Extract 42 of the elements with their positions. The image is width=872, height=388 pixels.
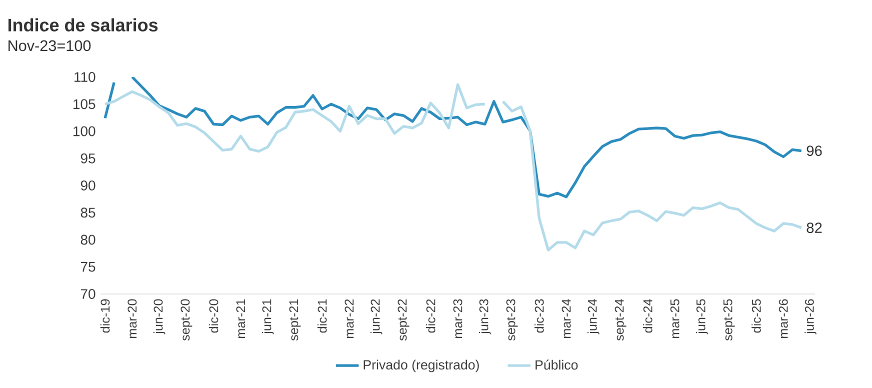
x-tick-label: mar-20 xyxy=(128,299,137,338)
x-tick-label: mar-22 xyxy=(344,299,354,338)
y-tick-label: 75 xyxy=(80,262,96,272)
x-tick-label: mar-24 xyxy=(562,299,571,338)
y-tick-label: 70 xyxy=(80,289,96,299)
x-tick-label: jun-20 xyxy=(153,299,166,334)
x-tick-label: dic-19 xyxy=(100,299,110,333)
x-tick-label: jun-21 xyxy=(262,299,274,334)
legend-label: Privado (registrado) xyxy=(364,360,479,372)
x-tick-label: dic-24 xyxy=(643,299,652,333)
x-tick-label: sept-22 xyxy=(398,299,410,341)
y-tick-label: 110 xyxy=(74,72,96,82)
x-tick-label: jun-24 xyxy=(588,299,600,334)
y-tick-label: 90 xyxy=(80,180,96,190)
y-tick-label: 95 xyxy=(80,153,96,164)
x-tick-label: sept-20 xyxy=(180,299,192,341)
x-tick-label: jun-25 xyxy=(696,299,708,334)
chart-title: Indice de salarios xyxy=(8,18,158,32)
x-tick-label: sept-21 xyxy=(289,299,301,341)
x-tick-label: dic-20 xyxy=(208,299,218,333)
x-tick-label: dic-25 xyxy=(752,299,761,333)
x-tick-label: mar-25 xyxy=(670,299,680,338)
x-tick-label: dic-22 xyxy=(426,299,436,333)
x-tick-label: jun-23 xyxy=(478,299,491,334)
y-tick-label: 100 xyxy=(74,126,96,136)
data-label: 82 xyxy=(806,222,822,233)
data-label: 96 xyxy=(806,146,822,156)
x-tick-label: sept-23 xyxy=(506,299,518,341)
y-tick-label: 85 xyxy=(80,208,96,218)
legend-label: Público xyxy=(536,360,578,370)
x-tick-label: sept-25 xyxy=(723,299,735,341)
x-tick-label: jun-22 xyxy=(370,299,382,334)
x-tick-label: dic-21 xyxy=(317,299,327,333)
x-tick-label: dic-23 xyxy=(534,299,544,333)
y-tick-label: 105 xyxy=(74,99,96,110)
x-tick-label: sept-24 xyxy=(614,299,626,341)
chart-subtitle: Nov-23=100 xyxy=(8,40,91,52)
y-tick-label: 80 xyxy=(80,234,96,245)
x-tick-label: jun-26 xyxy=(804,299,816,334)
x-tick-label: mar-21 xyxy=(236,299,246,338)
x-tick-label: mar-26 xyxy=(778,299,788,338)
x-tick-label: mar-23 xyxy=(453,299,462,338)
